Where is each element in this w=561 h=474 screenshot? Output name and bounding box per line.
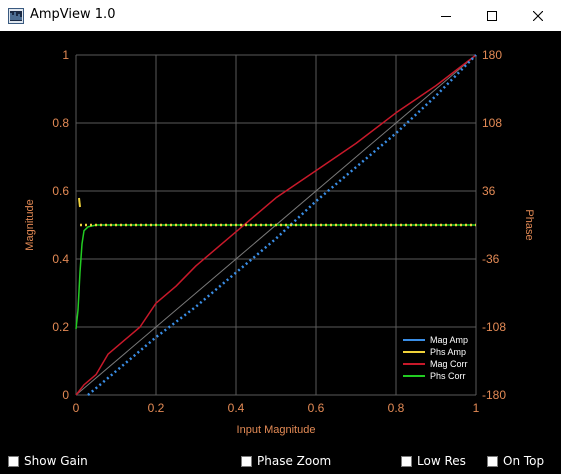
checkbox-label: Show Gain [24, 454, 88, 468]
series-mag-corr [75, 54, 477, 396]
phs-amp-artifact [78, 197, 81, 208]
x-tick-label: 1 [473, 401, 480, 415]
low-res-checkbox[interactable]: Low Res [401, 453, 466, 469]
legend-label: Phs Corr [430, 371, 466, 381]
series-mag-amp [87, 54, 477, 396]
legend-label: Phs Amp [430, 347, 466, 357]
y-tick-label: 0.2 [52, 320, 69, 334]
y-tick-label: 0 [62, 388, 69, 402]
show-gain-checkbox[interactable]: Show Gain [8, 453, 88, 469]
x-tick-label: 0.4 [228, 401, 245, 415]
minimize-button[interactable] [423, 0, 469, 31]
x-tick-label: 0 [73, 401, 80, 415]
legend-label: Mag Corr [430, 359, 468, 369]
y-tick-label: 0.6 [52, 184, 69, 198]
checkbox-label: On Top [503, 454, 545, 468]
y2-tick-label: -36 [482, 252, 500, 266]
checkbox-box[interactable] [487, 455, 498, 467]
y2-tick-label: -108 [482, 320, 506, 334]
y2-tick-label: 108 [482, 116, 502, 130]
app-icon [8, 8, 24, 24]
on-top-checkbox[interactable]: On Top [487, 453, 544, 469]
y-axis-label: Magnitude [24, 199, 36, 250]
close-icon [533, 10, 543, 21]
y2-axis-label: Phase [523, 209, 535, 240]
checkbox-label: Low Res [417, 454, 466, 468]
phase-zoom-checkbox[interactable]: Phase Zoom [241, 453, 331, 469]
x-tick-label: 0.6 [308, 401, 325, 415]
client-area: 0 0.2 0.4 0.6 0.8 1 0 0.2 0.4 0.6 0.8 1 -180 -108 -36 3… [0, 31, 561, 474]
checkbox-box[interactable] [241, 455, 252, 467]
checkbox-box[interactable] [8, 455, 19, 467]
chart: 0 0.2 0.4 0.6 0.8 100.20.40.60.81-180-108-363… [24, 48, 535, 436]
y-tick-label: 0.8 [52, 116, 69, 130]
close-button[interactable] [515, 0, 561, 31]
maximize-icon [487, 10, 497, 21]
x-tick-label: 0.2 [148, 401, 165, 415]
checkbox-label: Phase Zoom [257, 454, 332, 468]
legend-label: Mag Amp [430, 335, 468, 345]
checkbox-box[interactable] [401, 455, 412, 467]
title-bar[interactable]: AmpView 1.0 [0, 0, 561, 31]
y2-tick-label: 36 [482, 184, 496, 198]
y-tick-label: 1 [62, 48, 69, 62]
window-title: AmpView 1.0 [30, 7, 116, 22]
maximize-button[interactable] [469, 0, 515, 31]
x-tick-label: 0.8 [388, 401, 405, 415]
y2-tick-label: -180 [482, 388, 506, 402]
minimize-icon [441, 15, 451, 17]
y2-tick-label: 180 [482, 48, 502, 62]
series-phs-corr [75, 224, 476, 329]
y-tick-label: 0.4 [52, 252, 69, 266]
x-axis-label: Input Magnitude [237, 424, 316, 436]
